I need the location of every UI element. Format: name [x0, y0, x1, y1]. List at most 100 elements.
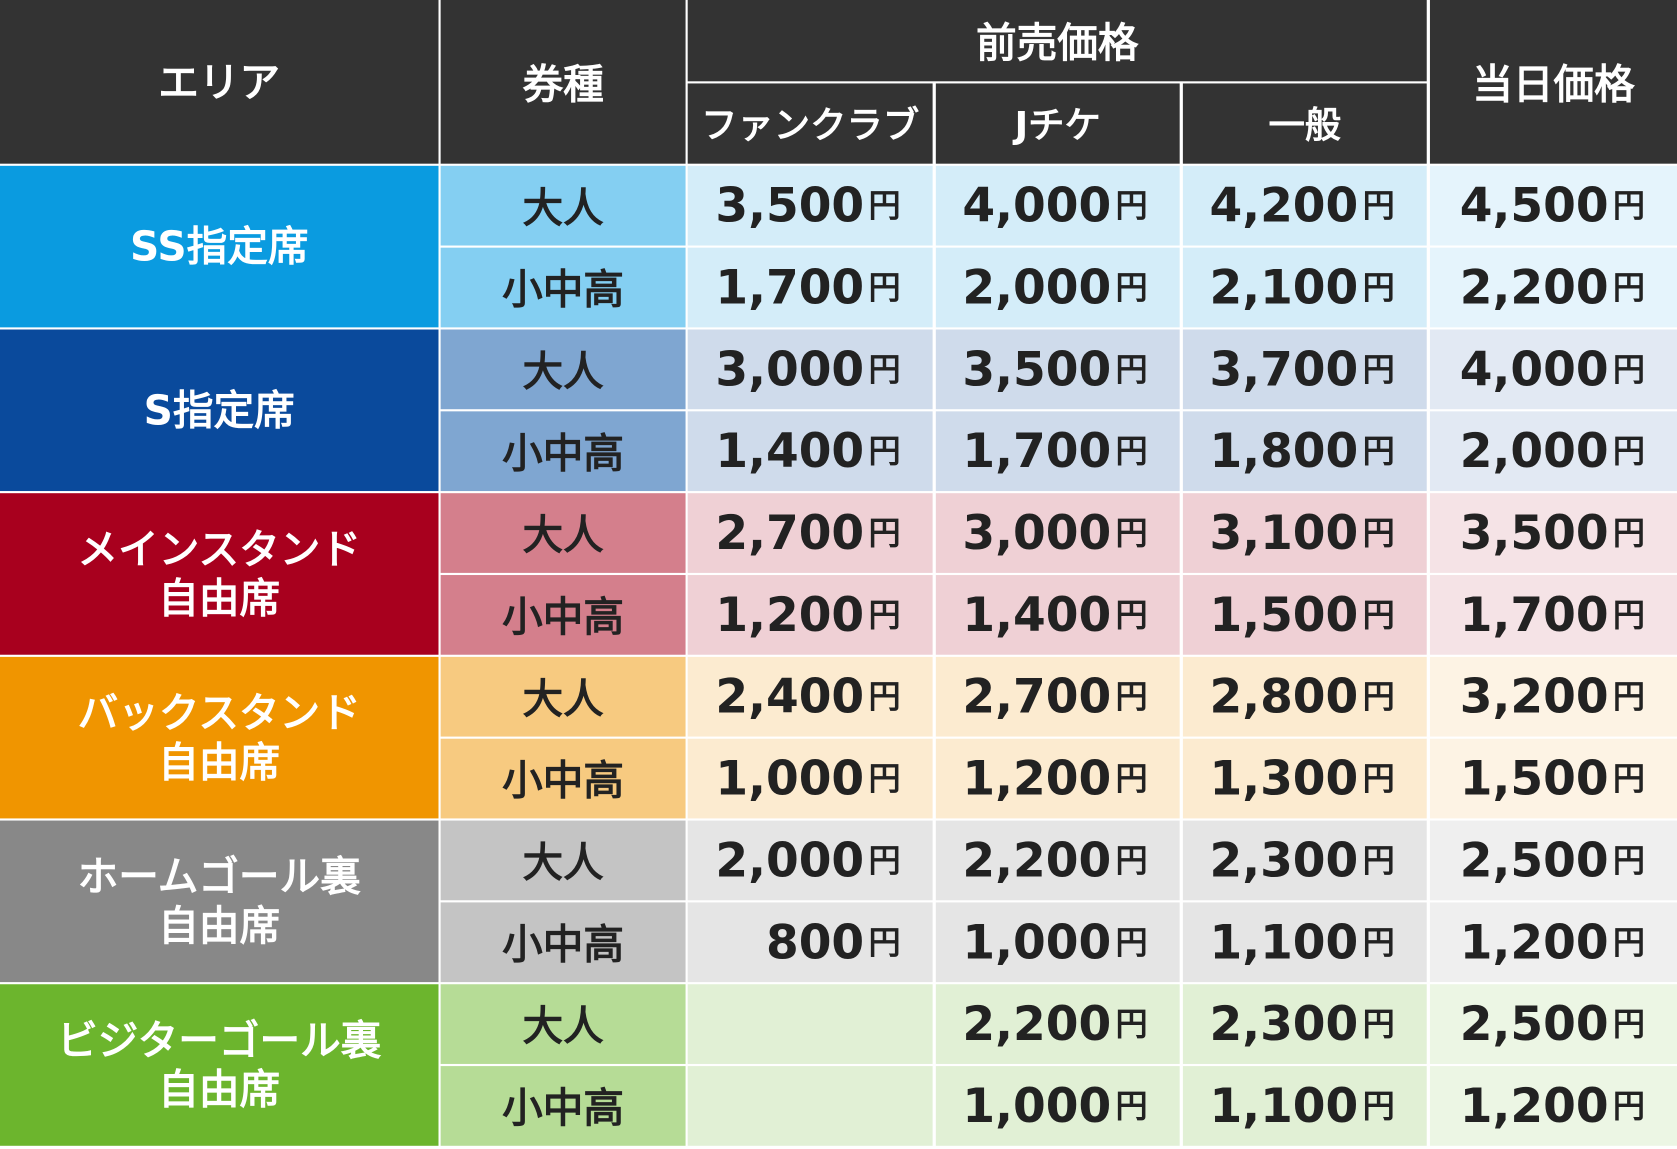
- price-amount: 2,200: [962, 833, 1111, 888]
- price-unit: 円: [1613, 514, 1645, 552]
- ticket-type-label: 小中高: [502, 757, 624, 805]
- price-cell: [935, 165, 1180, 246]
- price: 2,200 円: [1460, 260, 1645, 315]
- price-cell: [1429, 984, 1677, 1064]
- header-label: エリア: [158, 58, 280, 106]
- price-cell: [935, 493, 1180, 573]
- price-amount: 1,000: [962, 1078, 1111, 1133]
- price-cell: [1429, 656, 1677, 737]
- price: 1,500 円: [1460, 751, 1645, 806]
- ticket-type-label: 大人: [522, 184, 604, 232]
- price-amount: 4,000: [1460, 342, 1609, 397]
- price-amount: 3,000: [962, 506, 1111, 561]
- ticket-type-cell: [440, 411, 686, 492]
- price-amount: 1,400: [962, 587, 1111, 642]
- price-amount: 2,300: [1209, 833, 1358, 888]
- price-unit: 円: [1116, 678, 1148, 716]
- price-amount: 3,500: [962, 342, 1111, 397]
- price-cell: [687, 575, 933, 655]
- price: 2,000 円: [715, 833, 900, 888]
- price-unit: 円: [1363, 923, 1395, 961]
- header-label: 当日価格: [1472, 61, 1635, 109]
- price-unit: 円: [1613, 678, 1645, 716]
- ticket-type-cell: [440, 984, 686, 1064]
- price-amount: 800: [766, 915, 864, 970]
- price: 1,200 円: [1460, 1078, 1645, 1133]
- price-amount: 1,200: [715, 587, 864, 642]
- price-amount: 1,100: [1209, 915, 1358, 970]
- price-unit: 円: [1613, 923, 1645, 961]
- price-cell: [687, 820, 933, 901]
- price: 4,200 円: [1209, 178, 1394, 233]
- price-cell: [687, 902, 933, 983]
- price-unit: 円: [1363, 596, 1395, 634]
- price: 3,500 円: [715, 178, 900, 233]
- price-cell: [935, 984, 1180, 1064]
- price: 2,200 円: [962, 997, 1147, 1052]
- area-label: 自由席: [158, 1066, 280, 1114]
- price-unit: 円: [1613, 1087, 1645, 1125]
- price-unit: 円: [1613, 596, 1645, 634]
- price-cell: [935, 656, 1180, 737]
- price-unit: 円: [1363, 678, 1395, 716]
- ticket-type-cell: [440, 493, 686, 573]
- price: 2,000 円: [1460, 424, 1645, 479]
- price: 3,000 円: [962, 506, 1147, 561]
- price-amount: 2,200: [1460, 260, 1609, 315]
- price-amount: 3,000: [715, 342, 864, 397]
- price-cell: [1429, 575, 1677, 655]
- price-amount: 3,200: [1460, 669, 1609, 724]
- header-label: Jチケ: [1012, 104, 1101, 147]
- price: 1,200 円: [1460, 915, 1645, 970]
- price-amount: 4,500: [1460, 178, 1609, 233]
- price-unit: 円: [868, 269, 900, 307]
- header-label: 一般: [1268, 104, 1341, 147]
- price-amount: 1,200: [1460, 915, 1609, 970]
- area-label: バックスタンド: [78, 689, 361, 737]
- price-cell: [687, 329, 933, 410]
- price-unit: 円: [868, 596, 900, 634]
- price-unit: 円: [1116, 923, 1148, 961]
- price: 2,700 円: [715, 506, 900, 561]
- price-cell: [687, 247, 933, 328]
- area-label: 自由席: [158, 902, 280, 950]
- price-unit: 円: [1613, 269, 1645, 307]
- price-amount: 3,700: [1209, 342, 1358, 397]
- ticket-type-cell: [440, 902, 686, 983]
- price-unit: 円: [1116, 350, 1148, 388]
- price-cell: [1182, 1066, 1427, 1146]
- price: 800 円: [766, 915, 901, 970]
- area-label: S指定席: [144, 386, 295, 434]
- header-cell: [1182, 83, 1427, 164]
- header-label: 前売価格: [976, 19, 1139, 67]
- price-unit: 円: [1363, 760, 1395, 798]
- ticket-type-label: 大人: [522, 347, 604, 395]
- area-cell: [0, 820, 439, 983]
- price-amount: 1,200: [962, 751, 1111, 806]
- price: 2,800 円: [1209, 669, 1394, 724]
- price: 1,700 円: [715, 260, 900, 315]
- area-cell: [0, 329, 439, 492]
- price-unit: 円: [1613, 760, 1645, 798]
- price-unit: 円: [1363, 1087, 1395, 1125]
- price: 1,400 円: [962, 587, 1147, 642]
- header-cell: [440, 0, 686, 164]
- header-cell: [687, 0, 1427, 82]
- price-amount: 3,100: [1209, 506, 1358, 561]
- price-unit: 円: [1363, 187, 1395, 225]
- price-cell: [1429, 493, 1677, 573]
- price-amount: 1,000: [715, 751, 864, 806]
- price-unit: 円: [1613, 841, 1645, 879]
- price-unit: 円: [1116, 1087, 1148, 1125]
- price: 2,100 円: [1209, 260, 1394, 315]
- price-cell: [1429, 738, 1677, 819]
- price: 3,500 円: [962, 342, 1147, 397]
- area-label: 自由席: [158, 575, 280, 623]
- ticket-type-cell: [440, 820, 686, 901]
- price-cell: [1429, 1066, 1677, 1146]
- price-amount: 2,800: [1209, 669, 1358, 724]
- price-unit: 円: [868, 514, 900, 552]
- area-label: 自由席: [158, 738, 280, 786]
- ticket-type-cell: [440, 1066, 686, 1146]
- price: 1,800 円: [1209, 424, 1394, 479]
